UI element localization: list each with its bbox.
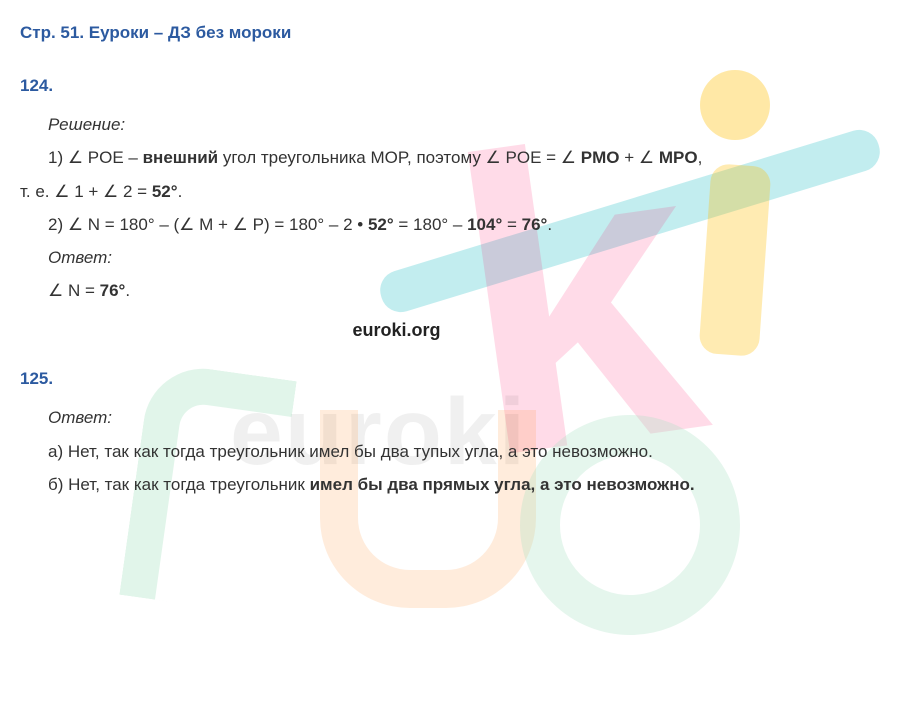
text-bold: имел бы два прямых угла, а это невозможн… <box>310 475 695 494</box>
problem-124-number: 124. <box>20 69 893 102</box>
p124-line1: 1) ∠ POE – внешний угол треугольника MOP… <box>48 141 893 174</box>
text-bold: PMO <box>581 148 620 167</box>
p125-line-a: а) Нет, так как тогда треугольник имел б… <box>48 435 893 468</box>
text: , <box>698 148 703 167</box>
p124-answer: ∠ N = 76°. <box>48 274 893 307</box>
solution-label: Решение: <box>48 108 893 141</box>
answer-label-125: Ответ: <box>48 401 893 434</box>
text-bold: 52° <box>368 215 394 234</box>
text: 1) ∠ POE – <box>48 148 143 167</box>
text: . <box>547 215 552 234</box>
problem-125-number: 125. <box>20 362 893 395</box>
text: . <box>178 182 183 201</box>
page-title: Стр. 51. Еуроки – ДЗ без мороки <box>20 16 893 49</box>
text: б) Нет, так как тогда треугольник <box>48 475 310 494</box>
text: = 180° – <box>394 215 467 234</box>
text: = <box>502 215 521 234</box>
text-bold: 52° <box>152 182 178 201</box>
text: . <box>125 281 130 300</box>
p124-line3: 2) ∠ N = 180° – (∠ M + ∠ P) = 180° – 2 •… <box>48 208 893 241</box>
p125-line-b: б) Нет, так как тогда треугольник имел б… <box>48 468 893 501</box>
text-bold: 76° <box>522 215 548 234</box>
text: угол треугольника MOP, поэтому ∠ POE = ∠ <box>218 148 581 167</box>
text-bold: MPO <box>659 148 698 167</box>
text-bold: 76° <box>100 281 126 300</box>
document-content: Стр. 51. Еуроки – ДЗ без мороки 124. Реш… <box>20 16 893 501</box>
text: + ∠ <box>620 148 659 167</box>
text: 2) ∠ N = 180° – (∠ M + ∠ P) = 180° – 2 • <box>48 215 368 234</box>
answer-label: Ответ: <box>48 241 893 274</box>
text: ∠ N = <box>48 281 100 300</box>
p124-line2: т. е. ∠ 1 + ∠ 2 = 52°. <box>20 175 893 208</box>
site-credit: euroki.org <box>0 313 893 348</box>
text-bold: внешний <box>143 148 219 167</box>
text: т. е. ∠ 1 + ∠ 2 = <box>20 182 152 201</box>
text-bold: 104° <box>467 215 502 234</box>
